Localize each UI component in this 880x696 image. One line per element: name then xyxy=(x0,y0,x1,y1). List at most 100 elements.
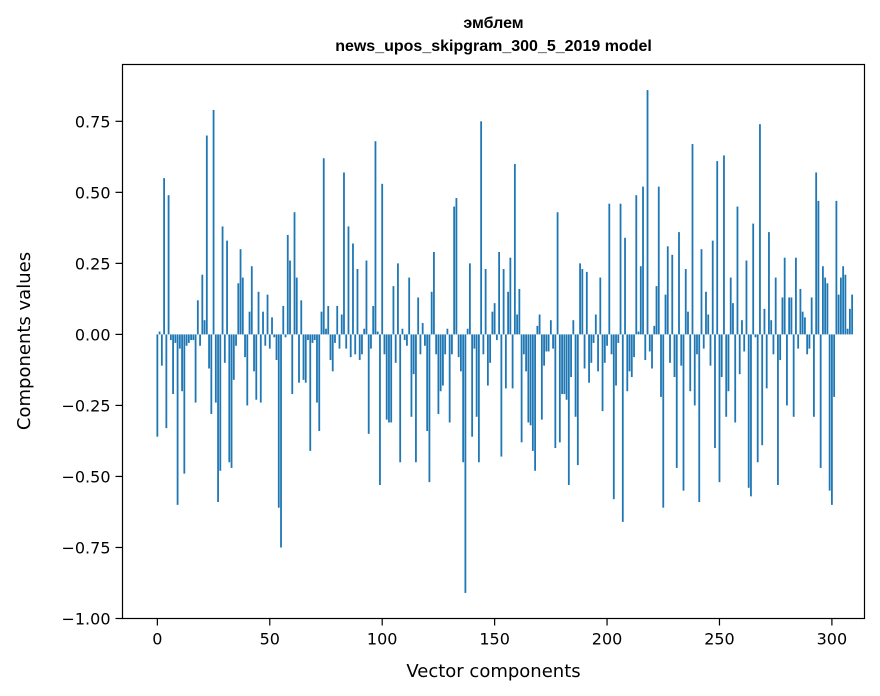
bar-244 xyxy=(705,291,707,335)
bar-203 xyxy=(612,334,615,500)
bar-261 xyxy=(743,334,746,352)
bar-24 xyxy=(210,334,213,414)
bar-73 xyxy=(320,311,323,335)
bar-150 xyxy=(493,303,496,335)
bar-231 xyxy=(675,334,678,468)
bar-119 xyxy=(424,334,426,346)
bar-4 xyxy=(165,334,168,429)
bar-274 xyxy=(772,334,775,355)
bar-190 xyxy=(583,334,586,369)
bar-124 xyxy=(435,334,438,355)
bar-56 xyxy=(282,305,285,335)
bar-147 xyxy=(486,334,489,386)
bar-162 xyxy=(520,334,523,443)
bar-185 xyxy=(572,320,575,335)
bar-199 xyxy=(603,334,606,363)
bar-169 xyxy=(536,325,539,335)
bar-167 xyxy=(531,334,534,451)
bar-225 xyxy=(662,334,665,508)
bar-134 xyxy=(457,334,460,358)
bar-262 xyxy=(745,260,748,335)
bar-217 xyxy=(644,334,647,360)
y-tick-label: 0.75 xyxy=(75,112,111,131)
bar-34 xyxy=(232,334,235,380)
bar-177 xyxy=(554,334,557,449)
bar-253 xyxy=(725,334,728,417)
bar-278 xyxy=(781,297,784,335)
bar-241 xyxy=(698,334,701,503)
bar-71 xyxy=(316,334,318,403)
bar-18 xyxy=(196,300,199,335)
bar-49 xyxy=(266,294,269,335)
bar-221 xyxy=(653,325,656,335)
bar-267 xyxy=(756,334,759,463)
bar-25 xyxy=(212,109,215,335)
bar-300 xyxy=(831,334,833,505)
bar-202 xyxy=(610,334,613,355)
bar-224 xyxy=(660,334,662,397)
bar-37 xyxy=(239,249,242,335)
bar-183 xyxy=(567,334,570,485)
bar-53 xyxy=(275,334,278,360)
y-tick-label: 0.25 xyxy=(75,254,111,273)
bar-152 xyxy=(498,252,501,335)
bar-77 xyxy=(329,334,332,360)
bar-209 xyxy=(626,334,629,392)
bar-62 xyxy=(295,277,298,335)
bar-271 xyxy=(765,334,768,389)
bar-90 xyxy=(358,334,361,360)
bar-27 xyxy=(217,334,219,503)
bar-228 xyxy=(669,334,671,363)
bar-216 xyxy=(642,186,644,335)
bar-280 xyxy=(786,334,788,406)
bar-165 xyxy=(527,334,530,423)
bar-127 xyxy=(442,334,444,386)
bar-118 xyxy=(421,323,424,335)
bar-108 xyxy=(399,334,402,463)
bar-173 xyxy=(545,334,548,352)
bar-5 xyxy=(167,195,170,335)
x-tick-label: 150 xyxy=(479,630,510,649)
bar-163 xyxy=(522,334,525,355)
bar-141 xyxy=(473,334,476,349)
plot-area-frame xyxy=(121,63,866,620)
bar-229 xyxy=(671,254,674,335)
bar-187 xyxy=(576,334,579,466)
bar-39 xyxy=(244,334,246,358)
bar-275 xyxy=(774,277,777,335)
bar-252 xyxy=(723,155,725,335)
bar-168 xyxy=(534,334,536,471)
bar-236 xyxy=(687,311,689,335)
bar-38 xyxy=(241,277,244,335)
bar-230 xyxy=(673,334,676,378)
bar-83 xyxy=(343,172,345,335)
bar-106 xyxy=(394,334,397,363)
bar-260 xyxy=(741,320,743,335)
bar-35 xyxy=(235,334,237,346)
bar-284 xyxy=(795,257,797,335)
bar-188 xyxy=(579,263,581,335)
bar-285 xyxy=(797,334,800,349)
bar-276 xyxy=(777,334,779,485)
bar-68 xyxy=(309,334,312,451)
bar-157 xyxy=(509,257,512,335)
bar-182 xyxy=(565,334,568,400)
bar-164 xyxy=(525,334,527,372)
bar-302 xyxy=(835,200,838,335)
bar-146 xyxy=(484,269,487,335)
bar-197 xyxy=(599,277,602,335)
bar-196 xyxy=(597,334,599,372)
bar-277 xyxy=(779,334,782,360)
x-tick-label: 250 xyxy=(704,630,735,649)
bar-256 xyxy=(732,303,734,335)
bar-195 xyxy=(594,314,597,335)
bar-272 xyxy=(768,232,770,335)
bar-184 xyxy=(570,334,572,378)
bar-89 xyxy=(356,269,359,335)
bar-239 xyxy=(693,334,696,406)
bar-299 xyxy=(828,334,831,491)
bar-145 xyxy=(482,334,485,355)
bar-218 xyxy=(646,90,649,335)
bar-14 xyxy=(187,334,190,343)
bar-130 xyxy=(448,334,451,423)
